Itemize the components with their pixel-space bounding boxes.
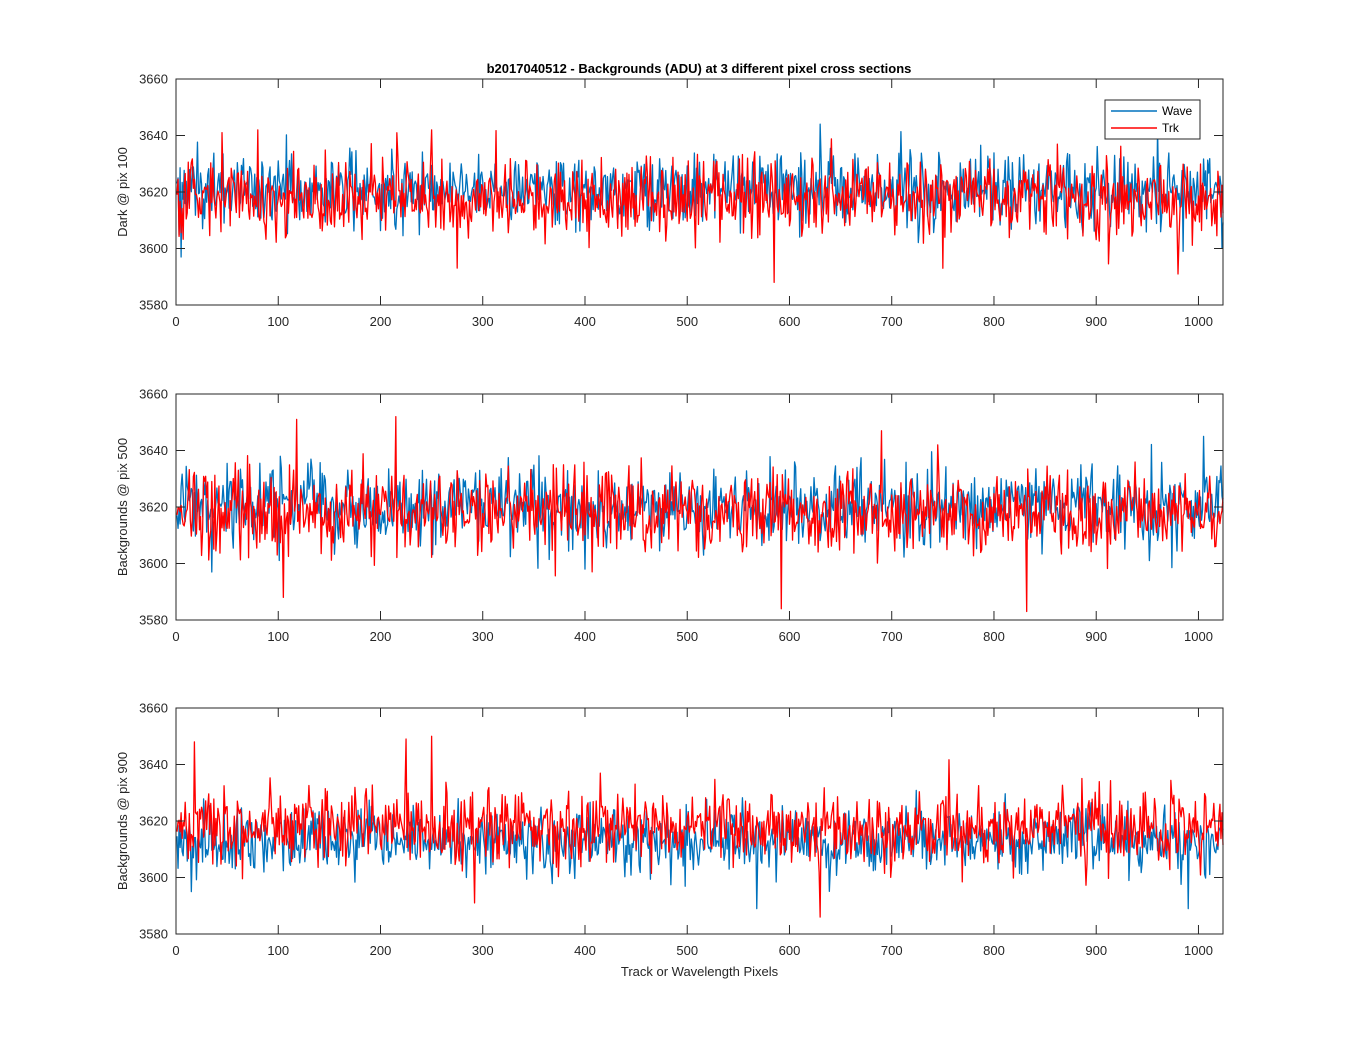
panel-dark-pix-100: 0 100 200 300 400 500 600 700 800 900 1000 3580 3600… [115,72,1224,329]
y-tick-label: 3580 [139,613,168,628]
x-tick-label: 700 [881,943,903,958]
x-tick-label: 500 [676,943,698,958]
panel-backgrounds-pix-500: 0 100 200 300 400 500 600 700 800 900 1000 3580 3600… [115,387,1224,644]
y-tick-label: 3660 [139,387,168,402]
y-tick-label: 3620 [139,814,168,829]
y-tick-label: 3640 [139,128,168,143]
x-tick-label: 500 [676,314,698,329]
y-tick-label: 3660 [139,72,168,87]
x-tick-label: 700 [881,629,903,644]
y-axis-label: Backgrounds @ pix 500 [115,438,130,576]
y-tick-label: 3600 [139,241,168,256]
y-tick-label: 3580 [139,927,168,942]
x-tick-label: 600 [779,314,801,329]
x-tick-label: 100 [267,629,289,644]
legend-label-wave: Wave [1162,104,1193,118]
legend: Wave Trk [1104,99,1201,140]
x-tick-label: 300 [472,943,494,958]
x-tick-label: 600 [779,629,801,644]
x-tick-label: 0 [172,629,179,644]
x-tick-label: 800 [983,314,1005,329]
x-tick-label: 800 [983,943,1005,958]
x-tick-label: 800 [983,629,1005,644]
figure-title: b2017040512 - Backgrounds (ADU) at 3 dif… [487,61,912,76]
x-tick-label: 900 [1085,629,1107,644]
y-tick-label: 3660 [139,701,168,716]
x-tick-label: 0 [172,943,179,958]
x-tick-label: 400 [574,943,596,958]
x-tick-label: 400 [574,314,596,329]
x-tick-label: 0 [172,314,179,329]
x-tick-label: 900 [1085,314,1107,329]
x-tick-label: 1000 [1184,629,1213,644]
x-tick-label: 400 [574,629,596,644]
series-line-trk [176,129,1224,284]
y-tick-label: 3600 [139,556,168,571]
y-tick-label: 3620 [139,185,168,200]
y-tick-label: 3600 [139,870,168,885]
y-tick-label: 3620 [139,500,168,515]
x-tick-label: 1000 [1184,943,1213,958]
y-tick-label: 3640 [139,443,168,458]
y-axis-label: Dark @ pix 100 [115,147,130,237]
x-tick-label: 200 [370,629,392,644]
y-tick-label: 3640 [139,757,168,772]
x-tick-label: 900 [1085,943,1107,958]
y-axis-label: Backgrounds @ pix 900 [115,752,130,890]
panel-backgrounds-pix-900: 0 100 200 300 400 500 600 700 800 900 1000 3580 3600… [115,701,1224,979]
x-tick-label: 100 [267,314,289,329]
x-tick-label: 300 [472,314,494,329]
y-tick-label: 3580 [139,298,168,313]
x-tick-label: 700 [881,314,903,329]
x-tick-label: 200 [370,314,392,329]
x-axis-label: Track or Wavelength Pixels [621,964,779,979]
x-tick-label: 200 [370,943,392,958]
x-tick-label: 500 [676,629,698,644]
x-tick-label: 600 [779,943,801,958]
x-tick-label: 1000 [1184,314,1213,329]
series-line-trk [176,735,1224,918]
legend-label-trk: Trk [1162,121,1180,135]
series-line-trk [176,415,1224,613]
legend-box [1104,99,1201,140]
x-tick-label: 100 [267,943,289,958]
x-tick-label: 300 [472,629,494,644]
